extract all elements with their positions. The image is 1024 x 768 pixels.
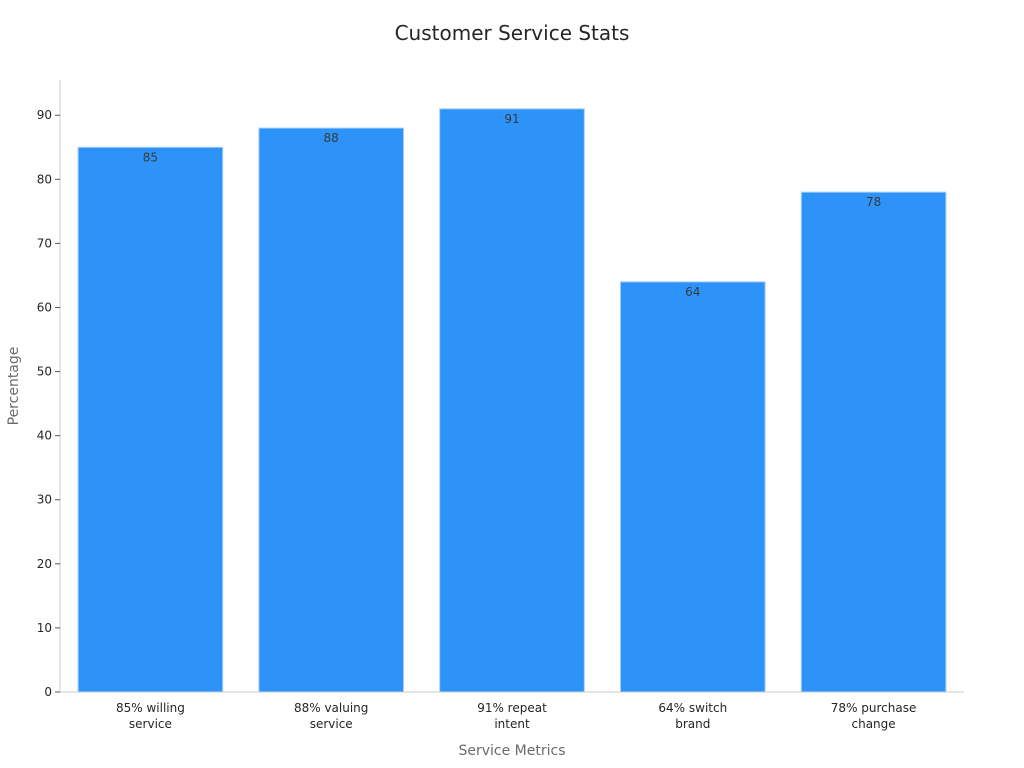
y-tick-label-5: 50: [37, 365, 52, 379]
y-tick-label-2: 20: [37, 557, 52, 571]
data-label-0: 85: [143, 150, 158, 164]
bar-4: [800, 191, 947, 693]
x-axis: 85% willing service 88% valuing service 91% …: [60, 691, 964, 731]
y-tick-label-3: 30: [37, 493, 52, 507]
y-tick-label-6: 60: [37, 300, 52, 314]
bar-2: [439, 108, 585, 693]
y-tick-label-0: 0: [44, 685, 52, 699]
x-tick-label-3: 64% switch brand: [658, 701, 727, 731]
x-axis-label: Service Metrics: [458, 743, 565, 759]
bars-group: 85 88 91 64 78: [77, 108, 947, 693]
y-tick-label-7: 70: [37, 236, 52, 250]
x-tick-label-1: 88% valuing service: [294, 701, 368, 731]
data-label-3: 64: [685, 285, 700, 299]
y-axis: 0 10 20 30 40 50 60 70 80 90: [37, 80, 61, 699]
y-tick-label-1: 10: [37, 621, 52, 635]
bar-1: [258, 127, 405, 693]
y-tick-label-8: 80: [37, 172, 52, 186]
y-tick-label-9: 90: [37, 108, 52, 122]
x-tick-label-0: 85% willing service: [116, 701, 185, 731]
data-label-2: 91: [504, 112, 519, 126]
data-label-1: 88: [324, 131, 339, 145]
x-tick-label-2: 91% repeat intent: [477, 701, 547, 731]
bar-0: [77, 146, 224, 693]
x-tick-label-4: 78% purchase change: [831, 701, 917, 731]
y-tick-label-4: 40: [37, 429, 52, 443]
bar-3: [619, 281, 766, 693]
data-label-4: 78: [866, 195, 881, 209]
chart-title: Customer Service Stats: [395, 21, 630, 45]
y-axis-label: Percentage: [6, 347, 22, 426]
